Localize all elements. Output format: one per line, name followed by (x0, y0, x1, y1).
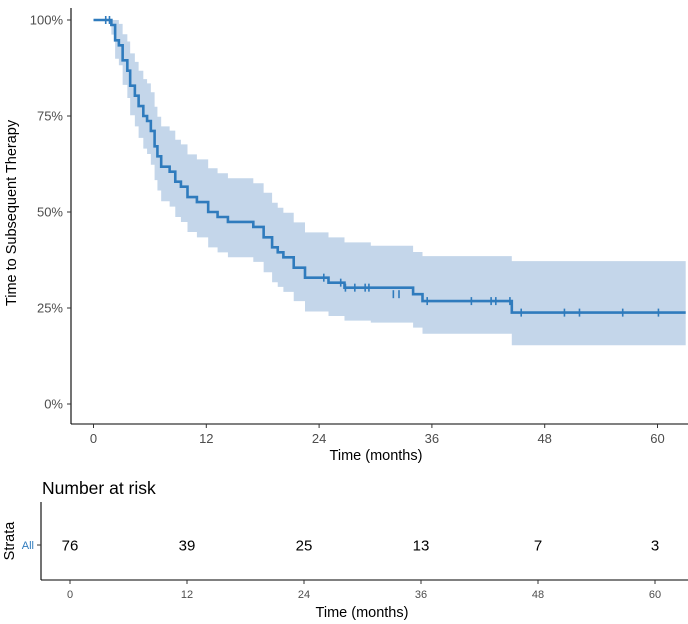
x-axis-title: Time (months) (330, 448, 423, 464)
risk-x-axis-title: Time (months) (316, 605, 409, 621)
risk-x-axis-ticks: 0 12 24 36 48 60 (67, 580, 661, 601)
risk-count: 7 (534, 538, 542, 555)
y-tick-label: 50% (37, 205, 63, 220)
y-tick-label: 25% (37, 301, 63, 316)
km-plot: 0% 25% 50% 75% 100% 0 12 24 36 48 60 Time (months… (4, 8, 688, 464)
risk-x-tick-label: 12 (181, 589, 193, 601)
survival-curve-layer (93, 18, 686, 314)
confidence-band (93, 20, 686, 346)
risk-table-title: Number at risk (42, 478, 156, 498)
x-tick-label: 0 (90, 431, 97, 446)
risk-count: 76 (62, 538, 79, 555)
y-tick-label: 0% (44, 397, 63, 412)
risk-x-tick-label: 60 (649, 589, 661, 601)
risk-numbers: 76 39 25 13 7 3 (62, 538, 660, 555)
x-tick-label: 60 (650, 431, 664, 446)
y-tick-label: 75% (37, 109, 63, 124)
censor-marks-layer (104, 16, 660, 317)
x-tick-label: 36 (425, 431, 439, 446)
risk-y-axis-title: Strata (2, 521, 18, 561)
risk-table: Number at risk Strata All 76 39 25 13 7 3 0 12… (2, 478, 688, 621)
strata-labels: All (22, 540, 41, 552)
risk-count: 3 (651, 538, 659, 555)
risk-x-tick-label: 0 (67, 589, 73, 601)
x-axis-ticks: 0 12 24 36 48 60 (90, 424, 665, 446)
y-axis-ticks: 0% 25% 50% 75% 100% (30, 13, 71, 412)
x-tick-label: 12 (199, 431, 213, 446)
strata-label: All (22, 540, 34, 552)
y-axis-title: Time to Subsequent Therapy (4, 119, 20, 306)
confidence-band-layer (93, 20, 686, 346)
risk-x-tick-label: 48 (532, 589, 544, 601)
risk-x-tick-label: 36 (415, 589, 427, 601)
survival-curve (93, 18, 686, 314)
risk-count: 39 (179, 538, 196, 555)
risk-count: 25 (296, 538, 313, 555)
risk-count: 13 (413, 538, 430, 555)
x-tick-label: 24 (312, 431, 326, 446)
y-tick-label: 100% (30, 13, 64, 28)
x-tick-label: 48 (537, 431, 551, 446)
risk-x-tick-label: 24 (298, 589, 310, 601)
